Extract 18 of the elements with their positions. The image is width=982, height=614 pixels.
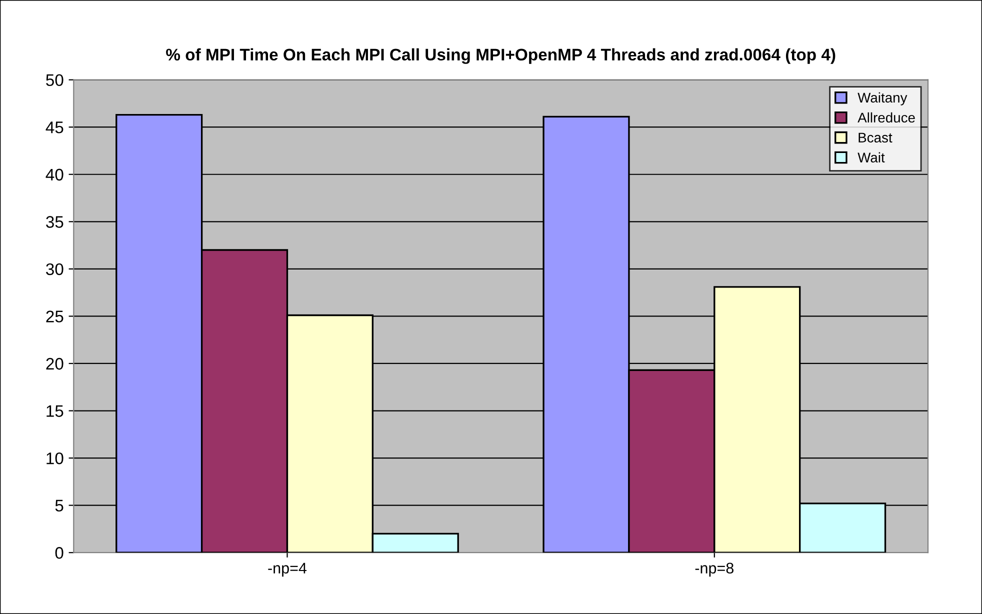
x-tick-label: -np=8: [695, 562, 734, 577]
y-tick-label: 25: [46, 310, 64, 322]
legend-label: Allreduce: [858, 112, 915, 123]
y-tick-label: 20: [46, 358, 64, 370]
chart-title: % of MPI Time On Each MPI Call Using MPI+OpenMP 4 Threads and zrad.0064 (top 4): [166, 48, 836, 64]
legend-label: Bcast: [858, 132, 892, 143]
legend-label: Wait: [858, 152, 885, 162]
legend-label: Waitany: [858, 92, 908, 106]
y-tick-label: 30: [46, 263, 64, 276]
y-tick-label: 0: [55, 547, 64, 559]
y-tick-label: 45: [46, 122, 64, 134]
y-tick-label: 35: [46, 216, 64, 228]
y-tick-label: 50: [46, 74, 64, 86]
y-tick-label: 10: [46, 452, 64, 464]
y-tick-label: 15: [46, 405, 64, 417]
y-tick-label: 5: [55, 500, 64, 512]
y-tick-label: 40: [46, 168, 64, 181]
x-tick-label: -np=4: [268, 562, 307, 577]
